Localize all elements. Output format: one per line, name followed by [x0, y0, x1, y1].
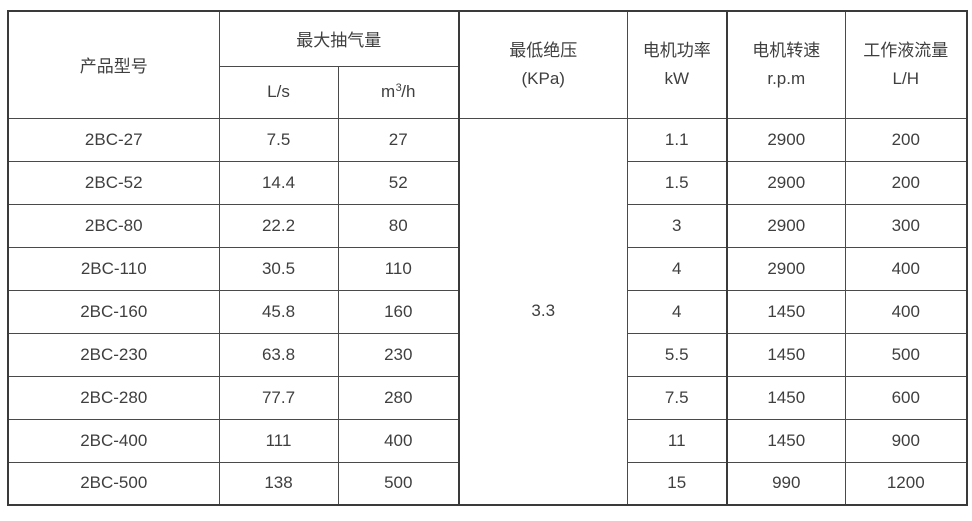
cell-ls: 138 [218, 461, 339, 506]
header-max-pumping-capacity: 最大抽气量 [218, 10, 460, 67]
cell-model: 2BC-80 [7, 203, 220, 248]
cell-lh: 1200 [844, 461, 968, 506]
cell-kw: 1.5 [626, 160, 728, 205]
cell-kw: 7.5 [626, 375, 728, 420]
cell-lh: 400 [844, 246, 968, 291]
cell-model: 2BC-400 [7, 418, 220, 463]
cell-model: 2BC-280 [7, 375, 220, 420]
cell-rpm: 2900 [726, 246, 846, 291]
cell-model: 2BC-230 [7, 332, 220, 377]
cell-m3h: 27 [337, 117, 460, 162]
table-row: 2BC-280 77.7 280 7.5 1450 600 [7, 375, 968, 420]
cell-ls: 63.8 [218, 332, 339, 377]
header-motor-speed-title: 电机转速 [752, 40, 821, 60]
cell-kw: 15 [626, 461, 728, 506]
cell-ls: 30.5 [218, 246, 339, 291]
cell-m3h: 230 [337, 332, 460, 377]
header-motor-power: 电机功率 kW [626, 10, 728, 119]
cell-ls: 22.2 [218, 203, 339, 248]
cell-kw: 11 [626, 418, 728, 463]
pump-spec-table: 产品型号 最大抽气量 最低绝压 (KPa) 电机功率 kW 电机转速 r.p.m… [7, 10, 968, 506]
cell-kw: 3 [626, 203, 728, 248]
cell-model: 2BC-110 [7, 246, 220, 291]
unit-m3h-base: m [381, 82, 396, 101]
cell-m3h: 110 [337, 246, 460, 291]
header-motor-power-unit: kW [664, 68, 690, 88]
cell-lh: 200 [844, 160, 968, 205]
cell-lh: 600 [844, 375, 968, 420]
cell-lh: 400 [844, 289, 968, 334]
cell-lh: 300 [844, 203, 968, 248]
header-motor-speed-unit: r.p.m [767, 68, 806, 88]
table-row: 2BC-230 63.8 230 5.5 1450 500 [7, 332, 968, 377]
cell-rpm: 1450 [726, 375, 846, 420]
cell-kw: 5.5 [626, 332, 728, 377]
cell-lh: 500 [844, 332, 968, 377]
cell-rpm: 1450 [726, 418, 846, 463]
cell-m3h: 400 [337, 418, 460, 463]
header-row-1: 产品型号 最大抽气量 最低绝压 (KPa) 电机功率 kW 电机转速 r.p.m… [7, 10, 968, 119]
cell-model: 2BC-52 [7, 160, 220, 205]
cell-model: 2BC-160 [7, 289, 220, 334]
cell-ls: 7.5 [218, 117, 339, 162]
cell-rpm: 1450 [726, 289, 846, 334]
cell-ls: 45.8 [218, 289, 339, 334]
cell-kw: 1.1 [626, 117, 728, 162]
header-working-fluid-flow-unit: L/H [892, 68, 919, 88]
cell-rpm: 1450 [726, 332, 846, 377]
header-row-2: L/s m3/h [8, 65, 967, 119]
table-row: 2BC-27 7.5 27 3.3 1.1 2900 200 [7, 117, 968, 506]
cell-lh: 200 [844, 117, 968, 162]
table-row: 2BC-400 111 400 11 1450 900 [7, 418, 968, 463]
header-motor-power-title: 电机功率 [642, 40, 711, 60]
table-row: 2BC-52 14.4 52 1.5 2900 200 [7, 160, 968, 205]
header-working-fluid-flow: 工作液流量 L/H [844, 10, 968, 119]
table-row: 2BC-160 45.8 160 4 1450 400 [7, 289, 968, 334]
header-min-absolute-pressure-title: 最低绝压 [509, 40, 578, 60]
header-unit-m3h: m3/h [337, 65, 460, 119]
cell-ls: 77.7 [218, 375, 339, 420]
cell-ls: 14.4 [218, 160, 339, 205]
table-row: 2BC-500 138 500 15 990 1200 [7, 461, 968, 506]
cell-min-absolute-pressure: 3.3 [458, 117, 628, 506]
cell-model: 2BC-27 [7, 117, 220, 162]
cell-kw: 4 [626, 289, 728, 334]
cell-rpm: 2900 [726, 203, 846, 248]
cell-m3h: 280 [337, 375, 460, 420]
header-min-absolute-pressure: 最低绝压 (KPa) [458, 10, 628, 119]
header-working-fluid-flow-title: 工作液流量 [863, 40, 949, 60]
cell-m3h: 52 [337, 160, 460, 205]
cell-rpm: 2900 [726, 117, 846, 162]
header-min-absolute-pressure-unit: (KPa) [521, 68, 565, 88]
header-motor-speed: 电机转速 r.p.m [726, 10, 846, 119]
cell-lh: 900 [844, 418, 968, 463]
cell-model: 2BC-500 [7, 461, 220, 506]
cell-ls: 111 [218, 418, 339, 463]
cell-m3h: 160 [337, 289, 460, 334]
cell-rpm: 2900 [726, 160, 846, 205]
cell-rpm: 990 [726, 461, 846, 506]
header-product-model: 产品型号 [7, 10, 220, 119]
table-row: 2BC-80 22.2 80 3 2900 300 [7, 203, 968, 248]
header-unit-ls: L/s [218, 65, 339, 119]
cell-kw: 4 [626, 246, 728, 291]
unit-m3h-rest: /h [401, 82, 416, 101]
cell-m3h: 80 [337, 203, 460, 248]
cell-m3h: 500 [337, 461, 460, 506]
unit-m3h-superscript: 3 [395, 82, 402, 94]
